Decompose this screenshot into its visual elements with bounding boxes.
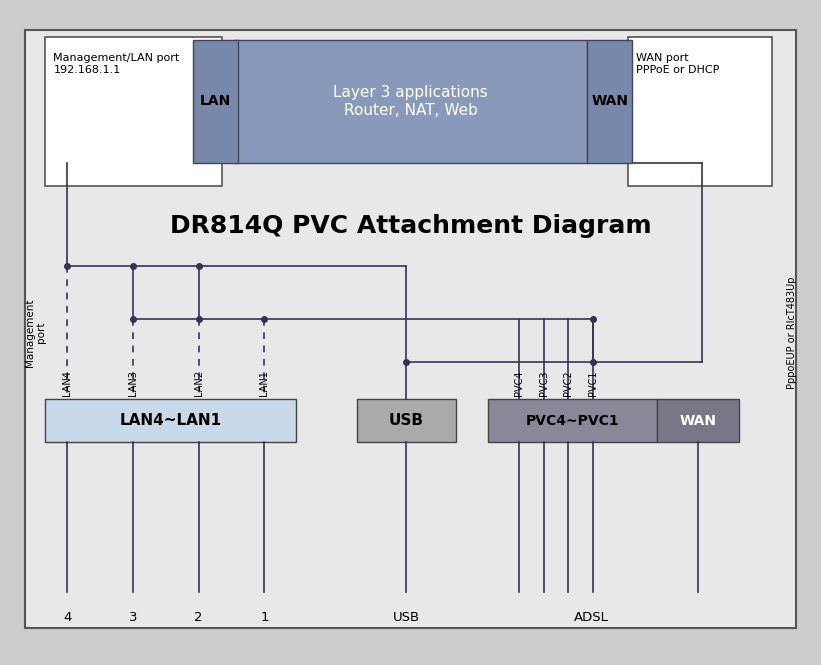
Text: PVC3: PVC3: [539, 370, 548, 396]
Text: WAN: WAN: [591, 94, 628, 108]
Text: LAN2: LAN2: [194, 370, 204, 396]
Bar: [587, 40, 632, 163]
Bar: [628, 37, 772, 186]
Text: USB: USB: [392, 610, 420, 624]
Text: DR814Q PVC Attachment Diagram: DR814Q PVC Attachment Diagram: [170, 214, 651, 238]
Text: USB: USB: [389, 413, 424, 428]
Text: LAN: LAN: [200, 94, 232, 108]
Text: LAN1: LAN1: [259, 370, 269, 396]
Text: PppoEUP or RIcT483Up: PppoEUP or RIcT483Up: [787, 276, 797, 389]
Text: 2: 2: [195, 610, 203, 624]
Text: LAN4: LAN4: [62, 370, 72, 396]
Text: 3: 3: [129, 610, 137, 624]
Text: Management
port: Management port: [25, 298, 46, 367]
Text: PVC4~PVC1: PVC4~PVC1: [525, 414, 620, 428]
Text: WAN: WAN: [679, 414, 717, 428]
Bar: [45, 399, 296, 442]
Text: PVC4: PVC4: [514, 370, 524, 396]
Text: Layer 3 applications
Router, NAT, Web: Layer 3 applications Router, NAT, Web: [333, 85, 488, 118]
Text: WAN port
PPPoE or DHCP: WAN port PPPoE or DHCP: [636, 53, 720, 74]
Text: LAN4~LAN1: LAN4~LAN1: [119, 413, 222, 428]
Bar: [657, 399, 739, 442]
Bar: [45, 37, 222, 186]
Bar: [488, 399, 657, 442]
Text: PVC1: PVC1: [588, 370, 598, 396]
Bar: [234, 40, 587, 163]
Text: 4: 4: [63, 610, 71, 624]
Text: Management/LAN port
192.168.1.1: Management/LAN port 192.168.1.1: [53, 53, 180, 74]
Bar: [193, 40, 238, 163]
Text: LAN3: LAN3: [128, 370, 138, 396]
Text: ADSL: ADSL: [574, 610, 608, 624]
Bar: [357, 399, 456, 442]
Text: 1: 1: [260, 610, 268, 624]
Text: PVC2: PVC2: [563, 370, 573, 396]
